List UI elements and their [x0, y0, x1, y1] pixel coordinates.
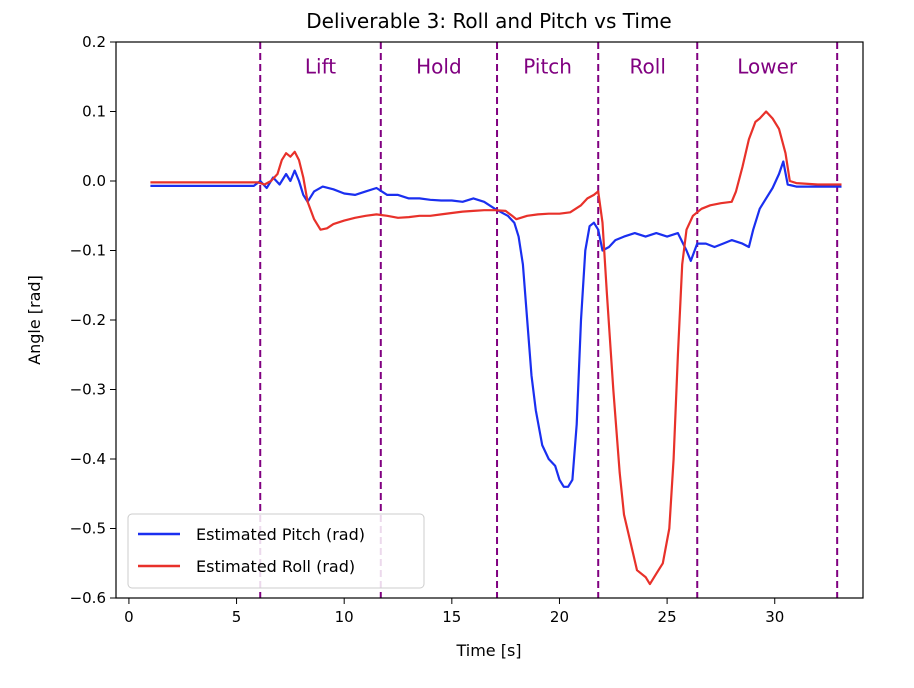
phase-labels: Lift Hold Pitch Roll Lower — [305, 54, 798, 78]
legend-entry-label: Estimated Pitch (rad) — [196, 525, 365, 544]
phase-label-pitch: Pitch — [523, 54, 572, 78]
x-tick-label: 10 — [335, 608, 354, 626]
y-tick-label: −0.5 — [70, 520, 106, 538]
y-axis-ticks: 0.2 0.1 0.0 −0.1 −0.2 −0.3 −0.4 −0.5 −0.6 — [70, 33, 116, 607]
y-tick-label: −0.6 — [70, 589, 106, 607]
legend-entry-label: Estimated Roll (rad) — [196, 557, 355, 576]
legend: Estimated Pitch (rad) Estimated Roll (rad… — [127, 513, 425, 589]
x-tick-label: 30 — [765, 608, 784, 626]
phase-label-roll: Roll — [630, 54, 666, 78]
phase-lines — [259, 42, 839, 598]
x-tick-label: 20 — [550, 608, 569, 626]
y-tick-label: 0.0 — [82, 172, 106, 190]
pitch-series-line — [150, 160, 842, 488]
phase-label-hold: Hold — [416, 54, 462, 78]
roll-series-line — [150, 110, 842, 586]
y-tick-label: 0.1 — [82, 103, 106, 121]
series-lines — [150, 110, 842, 586]
y-tick-label: −0.2 — [70, 311, 106, 329]
phase-label-lift: Lift — [305, 54, 336, 78]
phase-label-lower: Lower — [737, 54, 798, 78]
y-tick-label: −0.4 — [70, 450, 106, 468]
y-axis-label: Angle [rad] — [25, 275, 44, 365]
legend-box — [127, 513, 425, 589]
y-tick-label: −0.3 — [70, 381, 106, 399]
x-tick-label: 25 — [658, 608, 677, 626]
x-tick-label: 5 — [232, 608, 242, 626]
y-tick-label: −0.1 — [70, 242, 106, 260]
chart-title: Deliverable 3: Roll and Pitch vs Time — [306, 9, 671, 33]
x-axis-ticks: 0 5 10 15 20 25 30 — [124, 598, 784, 626]
y-tick-label: 0.2 — [82, 33, 106, 51]
x-axis-label: Time [s] — [455, 641, 521, 660]
x-tick-label: 15 — [442, 608, 461, 626]
x-tick-label: 0 — [124, 608, 134, 626]
